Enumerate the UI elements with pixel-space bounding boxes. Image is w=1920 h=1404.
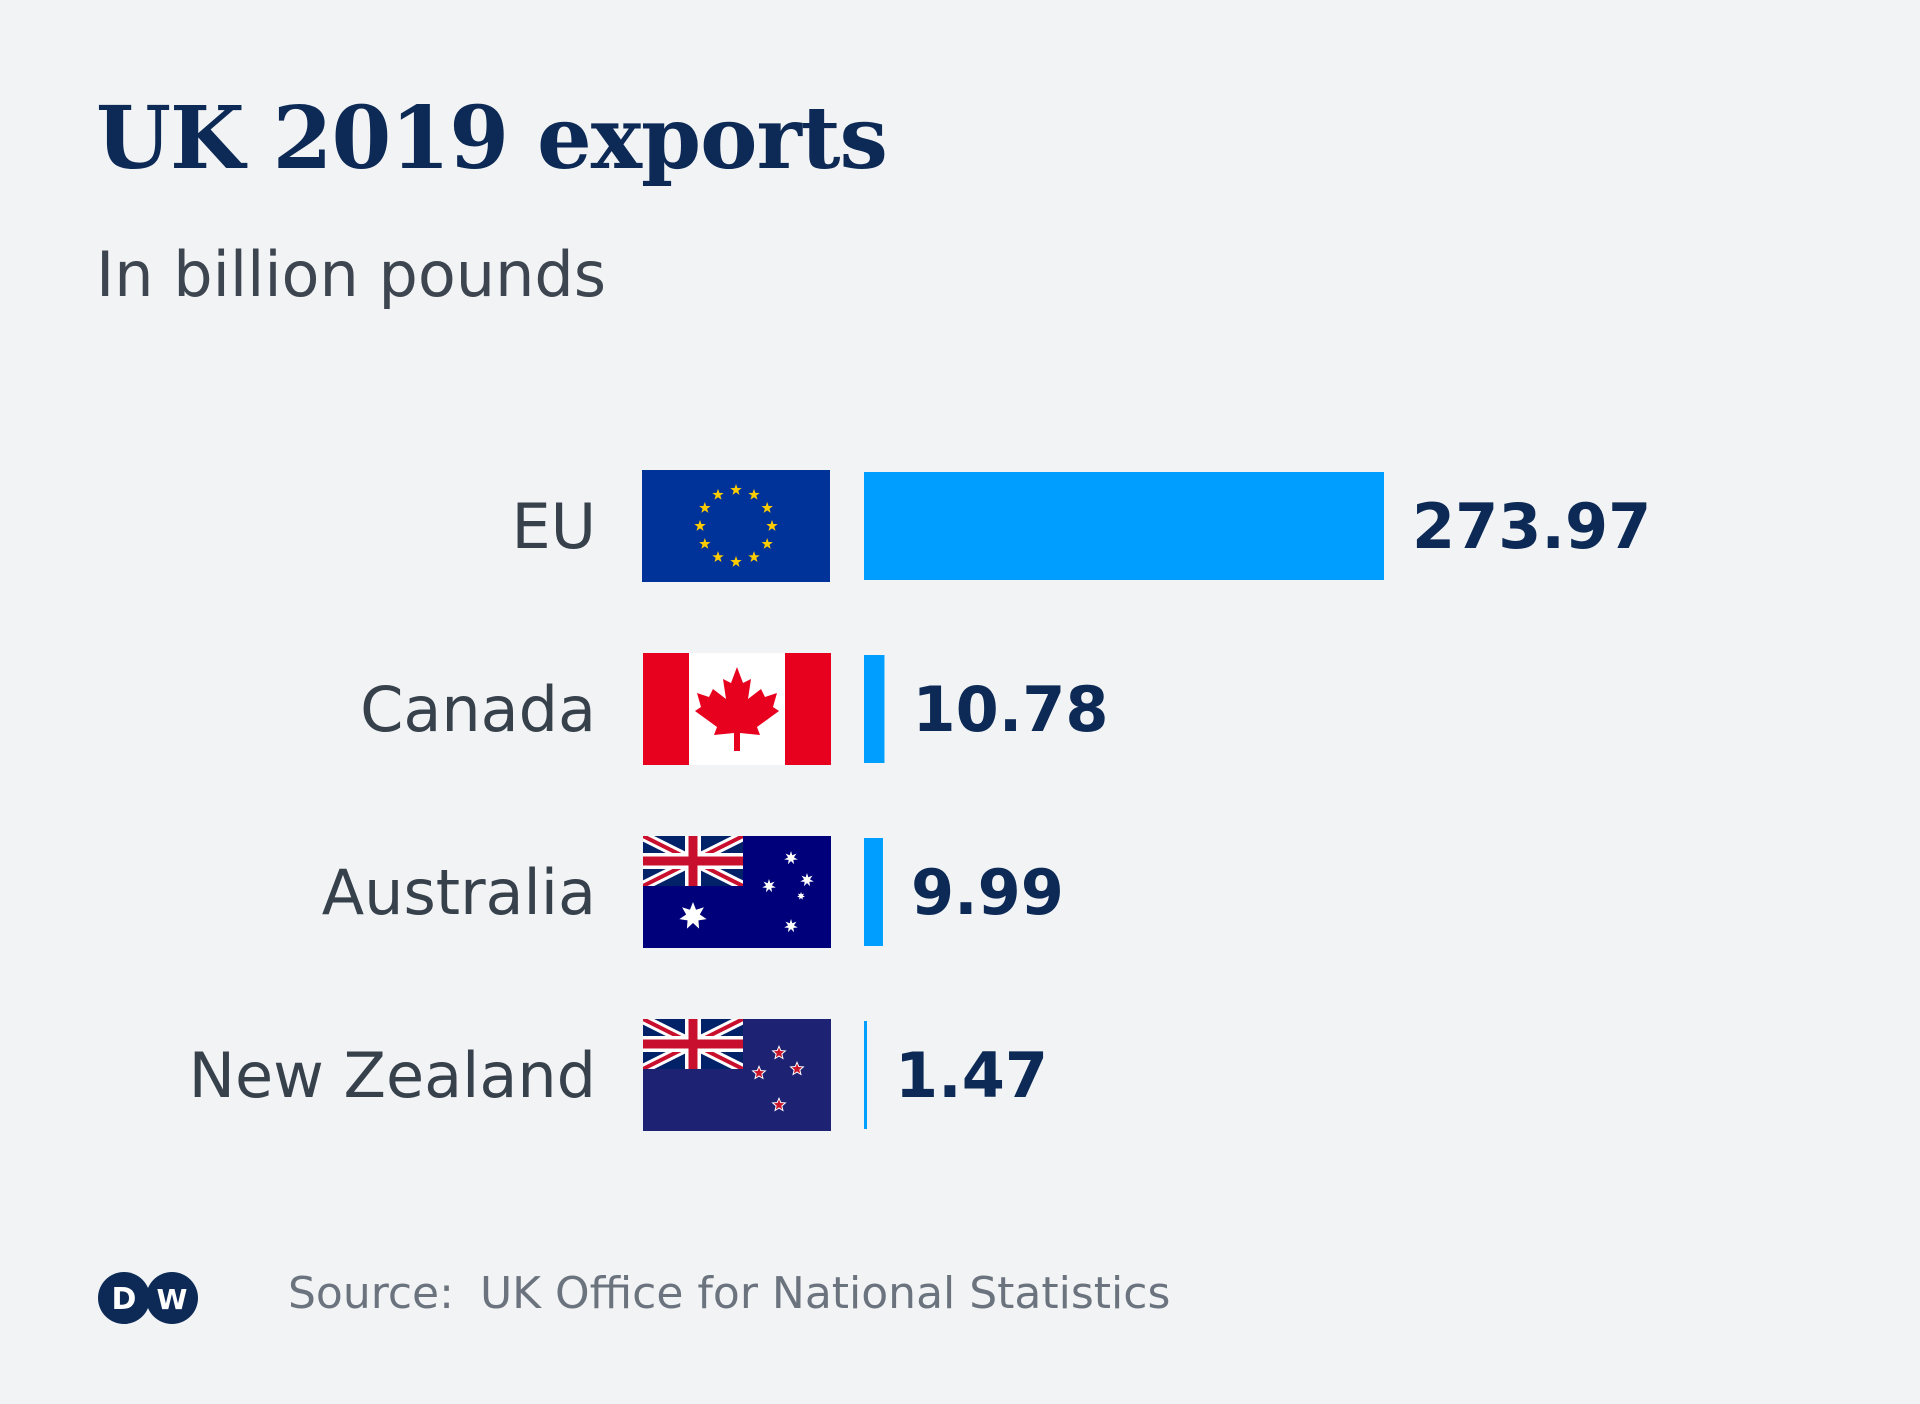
value-label: 10.78 bbox=[912, 673, 1108, 746]
value-label: 273.97 bbox=[1412, 490, 1651, 563]
chart-subtitle: In billion pounds bbox=[96, 238, 607, 311]
bar-eu bbox=[864, 472, 1384, 580]
eu-star-icon bbox=[761, 538, 773, 549]
eu-star-icon bbox=[748, 551, 760, 563]
australia-star-icon bbox=[797, 892, 805, 900]
eu-star-icon bbox=[699, 502, 711, 513]
australia-star-icon bbox=[784, 851, 798, 865]
category-label: New Zealand bbox=[189, 1039, 596, 1112]
svg-text:W: W bbox=[157, 1283, 188, 1316]
eu-star-icon bbox=[748, 488, 760, 500]
bar-new-zealand bbox=[864, 1021, 867, 1129]
new-zealand-star-fill-icon bbox=[773, 1047, 785, 1058]
chart-title: UK 2019 exports bbox=[96, 88, 888, 189]
new-zealand-star-fill-icon bbox=[773, 1099, 785, 1110]
eu-star-icon bbox=[699, 538, 711, 549]
value-label: 9.99 bbox=[911, 856, 1064, 929]
australia-flag-icon bbox=[643, 836, 831, 948]
dw-logo-icon: D W bbox=[96, 1270, 200, 1326]
bar-canada bbox=[864, 655, 885, 763]
australia-star-icon bbox=[762, 879, 776, 893]
eu-star-icon bbox=[730, 556, 742, 567]
australia-star-icon bbox=[679, 902, 707, 929]
source-note: Source: UK Office for National Statistics bbox=[288, 1268, 1196, 1319]
category-label: Australia bbox=[322, 856, 596, 929]
australia-star-icon bbox=[800, 873, 814, 887]
eu-flag-icon bbox=[642, 470, 830, 582]
svg-text:D: D bbox=[112, 1282, 137, 1317]
eu-star-icon bbox=[694, 520, 706, 531]
category-label: Canada bbox=[360, 673, 596, 746]
new-zealand-star-fill-icon bbox=[753, 1067, 765, 1078]
australia-star-icon bbox=[784, 919, 798, 933]
eu-star-icon bbox=[761, 502, 773, 513]
value-label: 1.47 bbox=[895, 1039, 1048, 1112]
bar-australia bbox=[864, 838, 883, 946]
source-label: Source: bbox=[288, 1268, 454, 1319]
eu-star-icon bbox=[712, 551, 724, 563]
source-text: UK Office for National Statistics bbox=[479, 1268, 1171, 1319]
eu-star-icon bbox=[730, 484, 742, 495]
canada-flag-icon bbox=[643, 653, 831, 765]
category-label: EU bbox=[511, 490, 596, 563]
eu-star-icon bbox=[766, 520, 778, 531]
new-zealand-flag-icon bbox=[643, 1019, 831, 1131]
new-zealand-star-fill-icon bbox=[791, 1063, 803, 1074]
eu-star-icon bbox=[712, 488, 724, 500]
